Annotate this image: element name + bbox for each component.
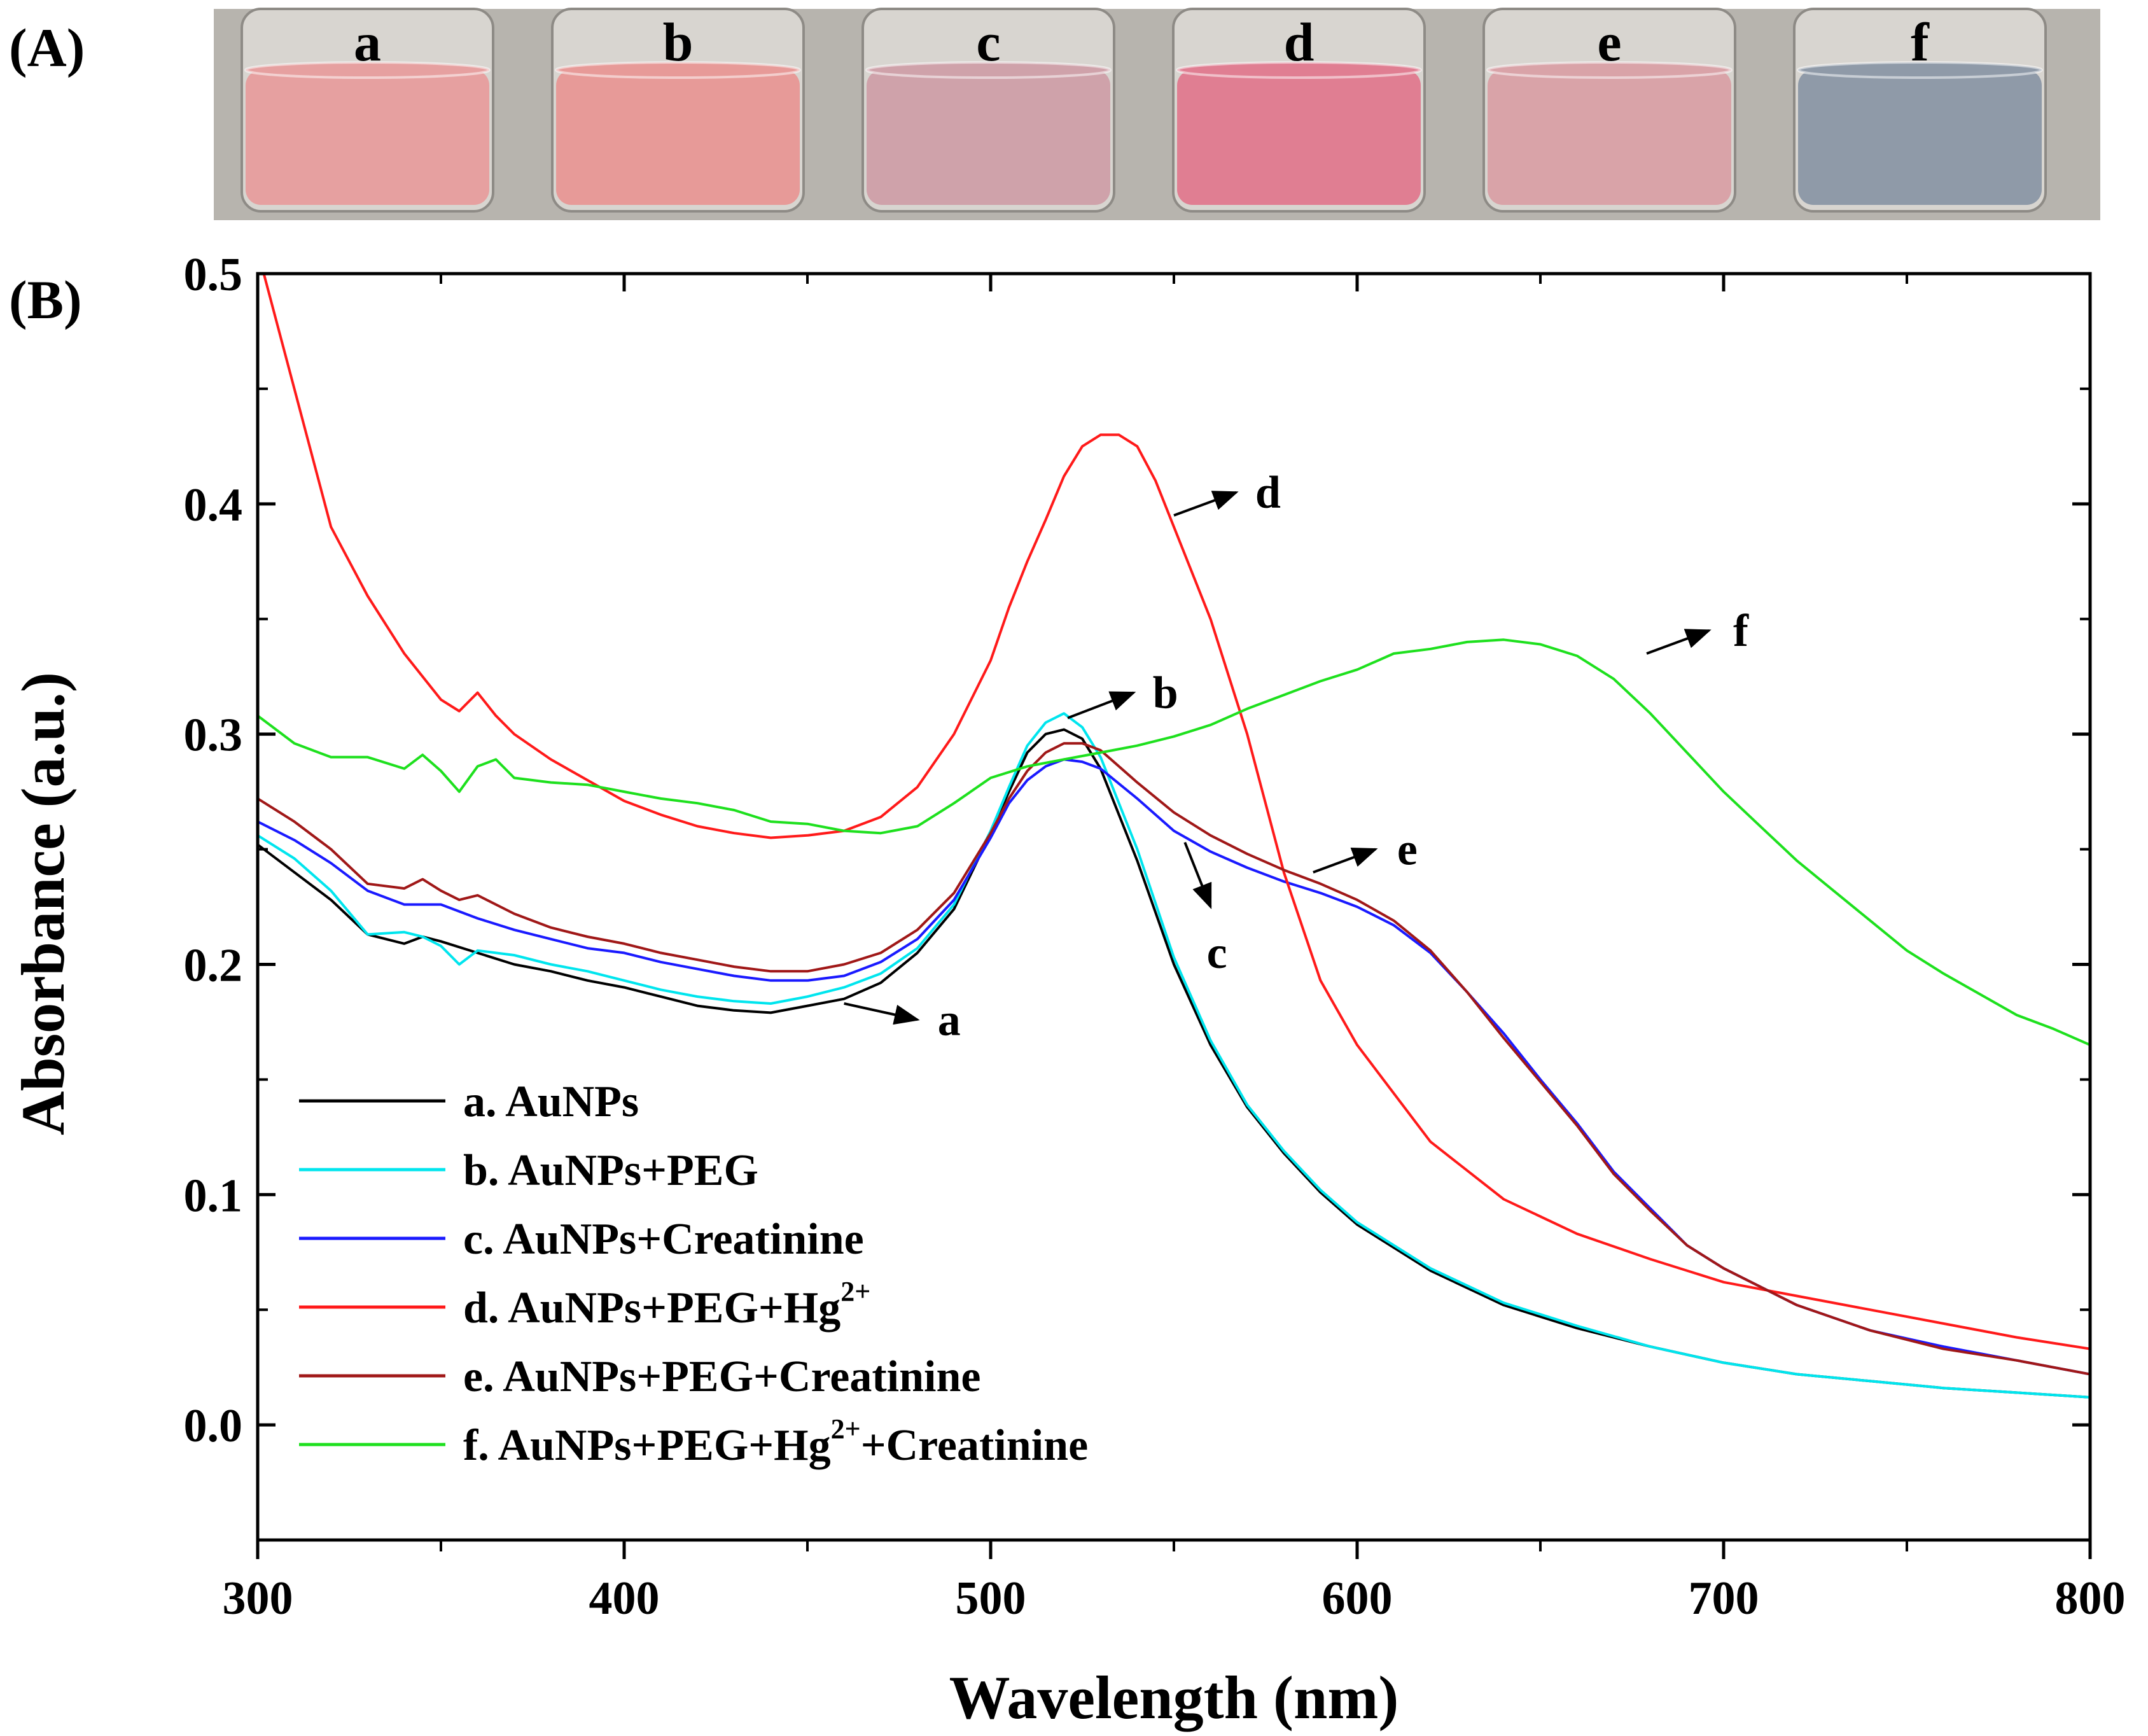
- x-tick-label: 500: [956, 1572, 1026, 1625]
- vial-f: f: [1793, 8, 2047, 213]
- y-tick-label: 0.4: [184, 479, 243, 531]
- vial-solution: [1798, 70, 2042, 205]
- vial-meniscus: [1797, 61, 2043, 79]
- y-tick-label: 0.5: [184, 249, 243, 301]
- vial-solution: [246, 70, 489, 205]
- vial-e: e: [1482, 8, 1736, 213]
- vial-b: b: [551, 8, 805, 213]
- panel-label-b: (B): [9, 269, 82, 330]
- legend-label: b. AuNPs+PEG: [463, 1146, 758, 1195]
- series-line-a: [258, 728, 2090, 1399]
- curve-label-c: c: [1207, 927, 1227, 978]
- panel-label-a: (A): [9, 17, 85, 78]
- vial-letter: e: [1597, 11, 1621, 73]
- legend-entry-c: c. AuNPs+Creatinine: [299, 1215, 864, 1264]
- x-tick-label: 700: [1689, 1572, 1759, 1625]
- vial-letter: f: [1911, 11, 1930, 73]
- vial-letter: a: [354, 11, 381, 73]
- legend: a. AuNPs b. AuNPs+PEG c. AuNPs+Creatinine d…: [299, 1077, 1088, 1470]
- photo-background: [214, 9, 2100, 220]
- legend-entry-a: a. AuNPs: [299, 1077, 639, 1126]
- annotation-arrow-a: [844, 1002, 920, 1025]
- plot-frame: [256, 272, 2092, 1542]
- legend-label: e. AuNPs+PEG+Creatinine: [463, 1352, 980, 1401]
- vial-letter: b: [663, 11, 694, 73]
- vial-photo: a b c d e f: [214, 8, 2100, 220]
- x-tick-label: 300: [223, 1572, 293, 1625]
- curve-label-b: b: [1153, 668, 1178, 718]
- vial-d: d: [1172, 8, 1426, 213]
- series-line-d: [262, 274, 2090, 1350]
- legend-entry-f: f. AuNPs+PEG+Hg2++Creatinine: [299, 1413, 1088, 1470]
- annotation-arrow-c: [1183, 841, 1212, 909]
- legend-entry-e: e. AuNPs+PEG+Creatinine: [299, 1352, 980, 1401]
- legend-label: f. AuNPs+PEG+Hg2++Creatinine: [463, 1413, 1088, 1470]
- vial-meniscus: [865, 61, 1112, 79]
- y-axis-title: Absorbance (a.u.): [9, 672, 77, 1135]
- y-tick-label: 0.1: [184, 1170, 243, 1222]
- annotation-arrow-d: [1173, 491, 1239, 517]
- y-tick-label: 0.3: [184, 710, 243, 762]
- vial-letter: d: [1284, 11, 1315, 73]
- legend-entry-b: b. AuNPs+PEG: [299, 1146, 758, 1195]
- curve-label-d: d: [1255, 467, 1281, 518]
- curve-label-e: e: [1397, 824, 1418, 875]
- legend-label: a. AuNPs: [463, 1077, 639, 1126]
- curve-label-a: a: [938, 994, 961, 1045]
- vial-meniscus: [244, 61, 491, 79]
- x-tick-label: 800: [2055, 1572, 2126, 1625]
- curve-label-f: f: [1733, 605, 1749, 656]
- series-line-c: [258, 758, 2090, 1376]
- series-line-f: [258, 638, 2090, 1046]
- legend-entry-d: d. AuNPs+PEG+Hg2+: [299, 1276, 870, 1333]
- vial-solution: [1177, 70, 1421, 205]
- vial-a: a: [241, 8, 494, 213]
- x-tick-label: 600: [1322, 1572, 1393, 1625]
- vial-meniscus: [555, 61, 801, 79]
- vial-c: c: [861, 8, 1115, 213]
- x-axis-title: Wavelength (nm): [949, 1663, 1399, 1732]
- legend-label: d. AuNPs+PEG+Hg2+: [463, 1276, 870, 1333]
- vial-letter: c: [976, 11, 1000, 73]
- series-line-b: [258, 712, 2090, 1399]
- absorbance-chart: 0.0 0.1 0.2 0.3 0.4 0.5 300 400 500 600 700 800 a b…: [9, 249, 2126, 1732]
- vial-solution: [556, 70, 800, 205]
- series-line-e: [258, 742, 2090, 1376]
- y-tick-label: 0.0: [184, 1400, 243, 1452]
- vial-solution: [1488, 70, 1731, 205]
- annotation-arrow-f: [1646, 629, 1712, 655]
- vial-meniscus: [1486, 61, 1733, 79]
- y-tick-label: 0.2: [184, 939, 243, 991]
- annotation-arrow-b: [1067, 691, 1136, 720]
- annotation-arrow-e: [1313, 848, 1378, 874]
- legend-label: c. AuNPs+Creatinine: [463, 1215, 864, 1264]
- vial-meniscus: [1176, 61, 1422, 79]
- vial-solution: [867, 70, 1110, 205]
- x-tick-label: 400: [589, 1572, 660, 1625]
